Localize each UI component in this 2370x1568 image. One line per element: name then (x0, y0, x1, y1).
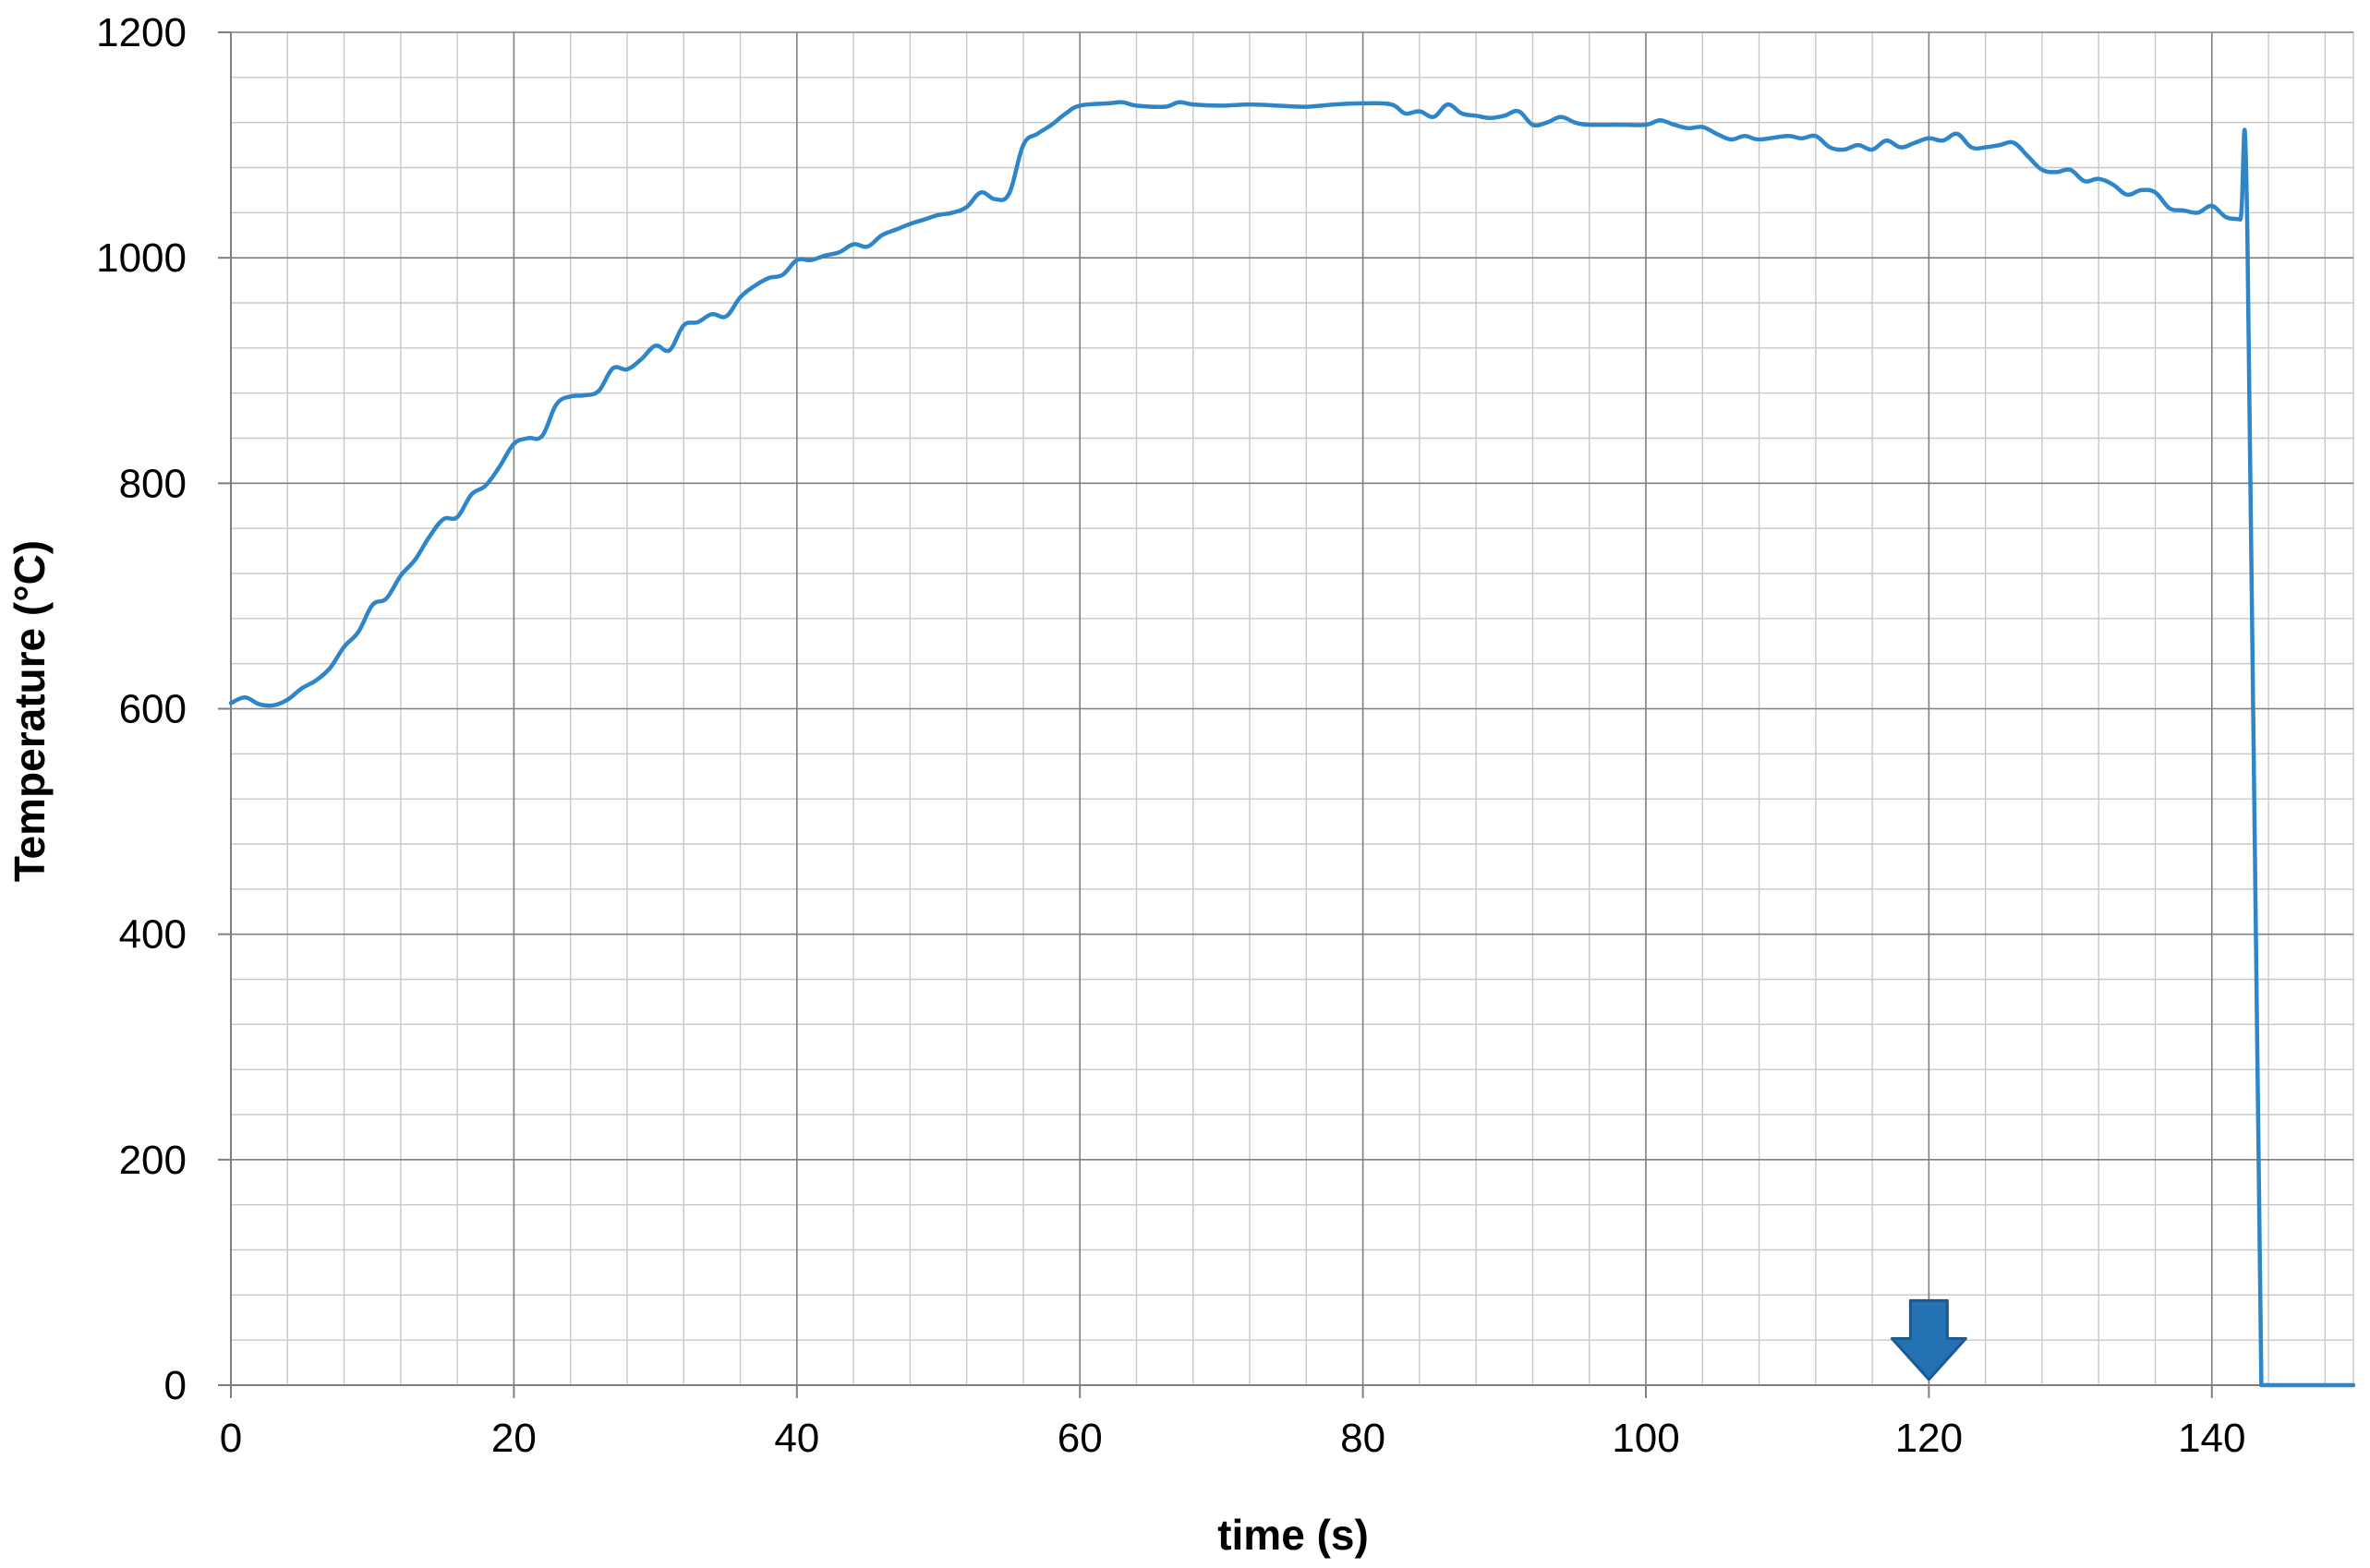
x-tick-label: 40 (774, 1416, 819, 1461)
x-tick-label: 20 (491, 1416, 537, 1461)
axes (218, 31, 2353, 1398)
y-axis-title: Temperature (°C) (6, 540, 54, 882)
x-tick-label: 0 (220, 1416, 242, 1461)
y-tick-label: 1200 (96, 10, 187, 55)
series-line-0 (228, 100, 2356, 1388)
annotation-layer (1890, 1298, 1967, 1381)
grid (230, 31, 2354, 1386)
y-tick-label: 600 (119, 687, 187, 732)
down-arrow-marker (1890, 1298, 1967, 1381)
tick-labels: 0 20 40 60 80 100 120 140 0 200 400 600 800 1000 1200 (96, 10, 2245, 1461)
x-tick-label: 80 (1340, 1416, 1385, 1461)
x-axis-title: time (s) (1217, 1511, 1369, 1559)
y-tick-label: 800 (119, 461, 187, 506)
y-tick-label: 1000 (96, 235, 187, 281)
x-tick-label: 60 (1058, 1416, 1103, 1461)
series-layer (228, 100, 2356, 1388)
x-tick-label: 140 (2178, 1416, 2245, 1461)
x-tick-label: 120 (1895, 1416, 1963, 1461)
y-tick-label: 200 (119, 1138, 187, 1183)
y-tick-label: 400 (119, 912, 187, 958)
x-tick-label: 100 (1612, 1416, 1679, 1461)
y-tick-label: 0 (164, 1363, 187, 1408)
